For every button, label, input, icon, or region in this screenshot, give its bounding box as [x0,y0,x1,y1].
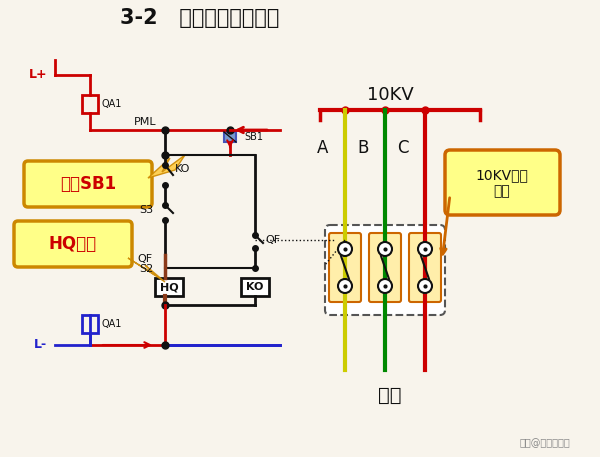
FancyBboxPatch shape [325,225,445,315]
Text: A: A [317,139,329,157]
FancyBboxPatch shape [155,278,183,296]
Polygon shape [128,258,165,282]
Text: C: C [397,139,409,157]
Text: 3-2   防止开关跳跃原理: 3-2 防止开关跳跃原理 [121,8,280,28]
Circle shape [378,242,392,256]
Text: PML: PML [134,117,157,127]
Text: 头条@兴福园电力: 头条@兴福园电力 [519,438,570,448]
FancyBboxPatch shape [14,221,132,267]
FancyBboxPatch shape [24,161,152,207]
Circle shape [338,279,352,293]
Text: KO: KO [247,282,263,292]
Circle shape [378,279,392,293]
Text: QA1: QA1 [102,99,122,109]
FancyBboxPatch shape [369,233,401,302]
Text: 10KV: 10KV [367,86,413,104]
Text: QF: QF [138,254,153,264]
Text: S3: S3 [139,205,153,215]
Text: S2: S2 [139,264,153,274]
Text: B: B [358,139,368,157]
Text: KO: KO [175,164,190,174]
FancyBboxPatch shape [329,233,361,302]
Text: HQ: HQ [160,282,178,292]
Text: HQ得电: HQ得电 [49,235,97,253]
Text: QF: QF [265,235,280,245]
Text: 10KV真空
开关: 10KV真空 开关 [476,168,529,198]
Circle shape [338,242,352,256]
FancyBboxPatch shape [445,150,560,215]
Text: SB1: SB1 [244,132,263,142]
FancyBboxPatch shape [409,233,441,302]
Circle shape [418,242,432,256]
Polygon shape [148,155,185,178]
Text: 负载: 负载 [378,386,402,404]
Circle shape [418,279,432,293]
Text: 按下SB1: 按下SB1 [60,175,116,193]
Text: L+: L+ [28,69,47,81]
FancyBboxPatch shape [224,132,236,142]
Text: QA1: QA1 [102,319,122,329]
Text: L-: L- [34,339,47,351]
FancyBboxPatch shape [241,278,269,296]
